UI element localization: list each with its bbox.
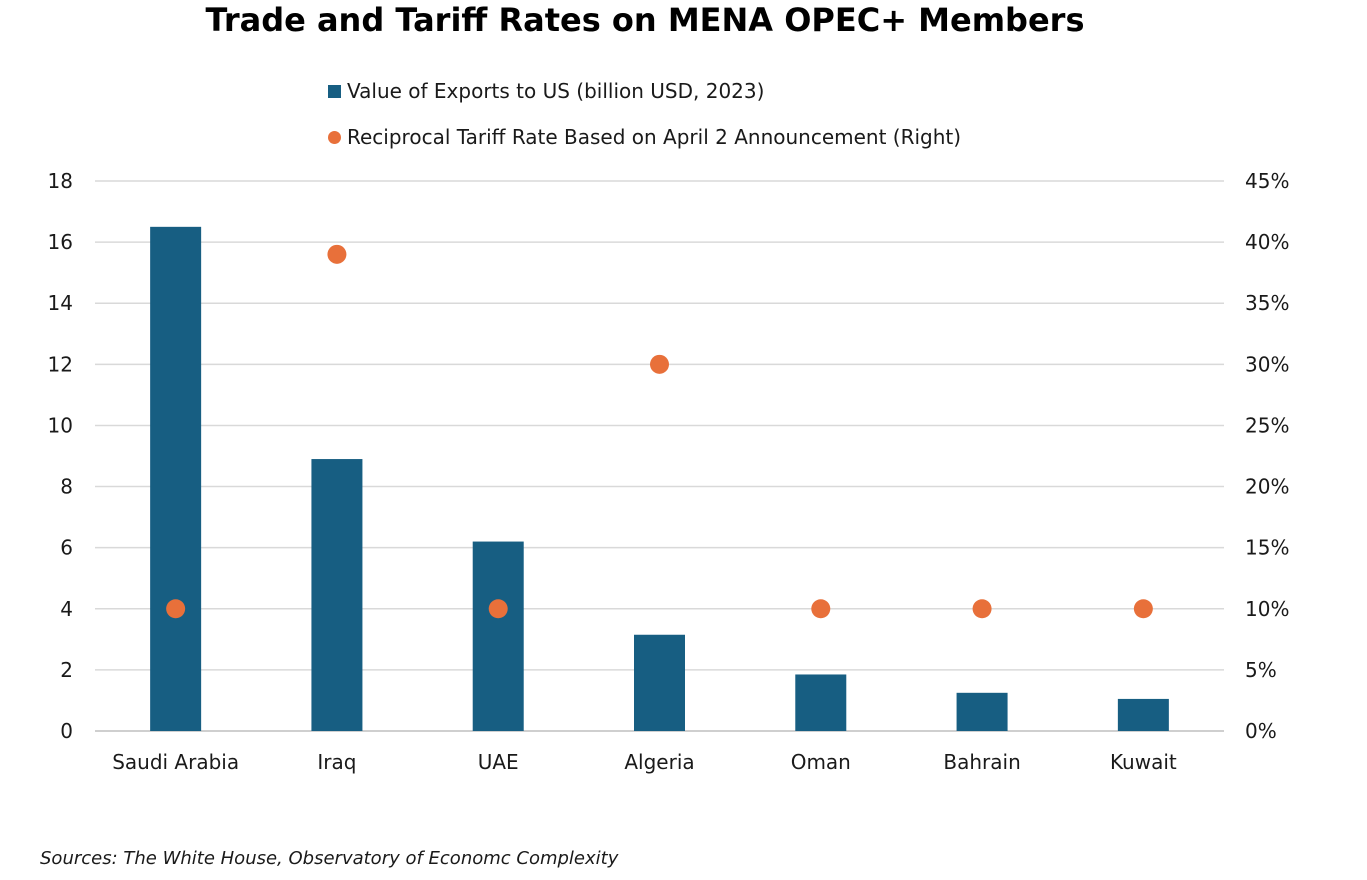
legend-label-tariff: Reciprocal Tariff Rate Based on April 2 … xyxy=(347,125,962,149)
tariff-dot xyxy=(488,599,508,619)
tariff-dot xyxy=(972,599,992,619)
left-tick-label: 6 xyxy=(60,536,73,560)
left-tick-label: 8 xyxy=(60,475,73,499)
left-tick-label: 10 xyxy=(48,413,73,437)
right-tick-label: 45% xyxy=(1245,169,1289,193)
right-tick-label: 20% xyxy=(1245,475,1289,499)
bar xyxy=(634,634,685,731)
bar xyxy=(795,674,847,731)
right-tick-label: 35% xyxy=(1245,291,1289,315)
legend-swatch-dot xyxy=(328,130,341,144)
left-tick-label: 16 xyxy=(48,230,73,254)
x-tick-label: Kuwait xyxy=(1110,750,1177,774)
x-tick-label: Algeria xyxy=(624,750,694,774)
tariff-dot xyxy=(1133,599,1153,619)
bar xyxy=(956,692,1008,731)
legend: Value of Exports to US (billion USD, 202… xyxy=(328,76,961,168)
tariff-dot xyxy=(166,599,186,619)
left-tick-label: 18 xyxy=(48,169,73,193)
bar-series xyxy=(150,226,1169,732)
legend-item-exports: Value of Exports to US (billion USD, 202… xyxy=(328,76,961,106)
left-tick-label: 0 xyxy=(60,719,73,743)
tariff-dot xyxy=(811,599,831,619)
x-tick-label: Oman xyxy=(791,750,851,774)
x-tick-label: UAE xyxy=(478,750,519,774)
bar xyxy=(472,541,524,731)
chart-plot: 0 2 4 6 8 10 12 14 16 18 0% 5% 10% 15% 20% 25% 30% 35% 40… xyxy=(48,169,1290,774)
legend-swatch-bar xyxy=(328,84,341,98)
tariff-dot xyxy=(327,244,347,264)
x-axis: Saudi Arabia Iraq UAE Algeria Oman Bahrain Kuw… xyxy=(112,750,1177,774)
legend-label-exports: Value of Exports to US (billion USD, 202… xyxy=(347,79,765,103)
bar xyxy=(150,226,202,732)
x-tick-label: Bahrain xyxy=(943,750,1020,774)
right-tick-label: 5% xyxy=(1245,658,1277,682)
bar xyxy=(1117,698,1169,731)
right-tick-label: 0% xyxy=(1245,719,1277,743)
tariff-dot xyxy=(650,354,669,374)
right-tick-label: 10% xyxy=(1245,597,1289,621)
source-note: Sources: The White House, Observatory of… xyxy=(40,848,619,869)
right-tick-label: 25% xyxy=(1245,413,1289,437)
dot-series xyxy=(166,244,1153,619)
right-tick-label: 30% xyxy=(1245,352,1289,376)
right-tick-label: 15% xyxy=(1245,536,1289,560)
right-axis: 0% 5% 10% 15% 20% 25% 30% 35% 40% 45% xyxy=(1245,169,1289,743)
x-tick-label: Saudi Arabia xyxy=(112,750,239,774)
left-tick-label: 12 xyxy=(48,352,73,376)
left-axis: 0 2 4 6 8 10 12 14 16 18 xyxy=(48,169,73,743)
left-tick-label: 14 xyxy=(48,291,73,315)
chart-title: Trade and Tariff Rates on MENA OPEC+ Mem… xyxy=(205,1,1085,39)
right-tick-label: 40% xyxy=(1245,230,1289,254)
left-tick-label: 2 xyxy=(60,658,73,682)
x-tick-label: Iraq xyxy=(317,750,356,774)
left-tick-label: 4 xyxy=(60,597,73,621)
legend-item-tariff: Reciprocal Tariff Rate Based on April 2 … xyxy=(328,122,961,152)
bar xyxy=(311,459,363,731)
